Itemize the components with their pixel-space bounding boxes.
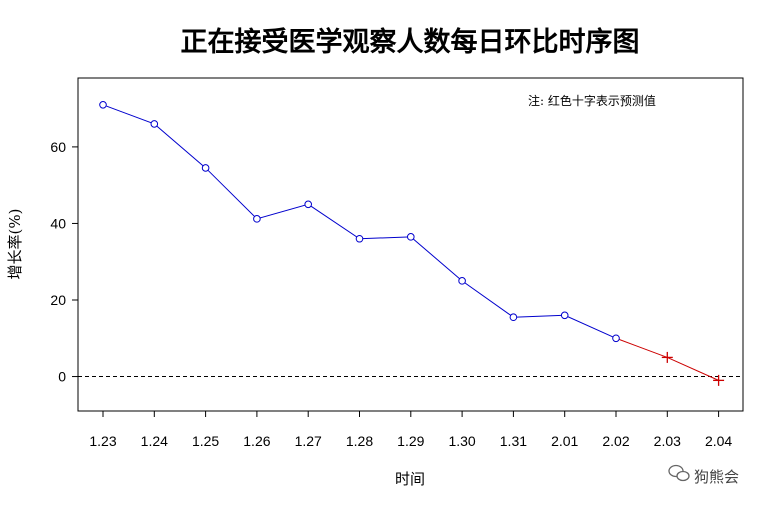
data-point xyxy=(201,164,210,172)
data-point xyxy=(253,215,261,223)
x-tick-label: 1.27 xyxy=(295,433,322,449)
x-tick-label: 1.26 xyxy=(243,433,270,449)
x-tick-label: 1.31 xyxy=(500,433,527,449)
data-point xyxy=(509,313,518,322)
x-tick-label: 1.29 xyxy=(397,433,424,449)
prediction-note: 注: 红色十字表示预测值 xyxy=(528,93,656,108)
x-tick-label: 2.01 xyxy=(551,433,578,449)
x-tick-label: 1.30 xyxy=(448,433,475,449)
chart-title: 正在接受医学观察人数每日环比时序图 xyxy=(181,26,640,58)
x-tick-label: 1.23 xyxy=(89,433,116,449)
predicted-point xyxy=(713,374,725,386)
data-point xyxy=(458,277,466,285)
data-point xyxy=(612,334,620,343)
x-tick-label: 1.25 xyxy=(192,433,219,449)
data-point xyxy=(560,311,569,320)
series-growth-rate xyxy=(99,100,725,386)
data-point xyxy=(304,200,313,209)
watermark-text: 狗熊会 xyxy=(694,468,739,486)
x-tick-label: 1.24 xyxy=(141,433,168,449)
y-tick-label: 60 xyxy=(50,139,66,155)
x-tick-label: 1.28 xyxy=(346,433,373,449)
y-axis: 0 20 40 60 xyxy=(50,139,78,385)
x-tick-label: 2.03 xyxy=(654,433,681,449)
observed-line xyxy=(102,104,617,339)
x-tick-label: 2.02 xyxy=(602,433,629,449)
plot-frame xyxy=(77,77,744,412)
watermark: 狗熊会 xyxy=(668,464,739,486)
x-axis-title: 时间 xyxy=(395,470,425,488)
y-axis-title: 增长率(%) xyxy=(6,209,24,280)
x-axis: 1.23 1.24 1.25 1.26 1.27 1.28 1.29 1.30 1.31 2.01… xyxy=(89,411,732,449)
y-tick-label: 40 xyxy=(50,215,66,231)
wechat-icon xyxy=(668,464,690,482)
x-tick-label: 2.04 xyxy=(705,433,732,449)
data-point xyxy=(150,120,159,128)
data-point xyxy=(407,233,415,241)
predicted-point xyxy=(661,351,673,363)
data-point xyxy=(99,100,107,109)
y-tick-label: 20 xyxy=(50,292,66,308)
y-tick-label: 0 xyxy=(58,369,66,385)
data-point xyxy=(355,234,364,243)
